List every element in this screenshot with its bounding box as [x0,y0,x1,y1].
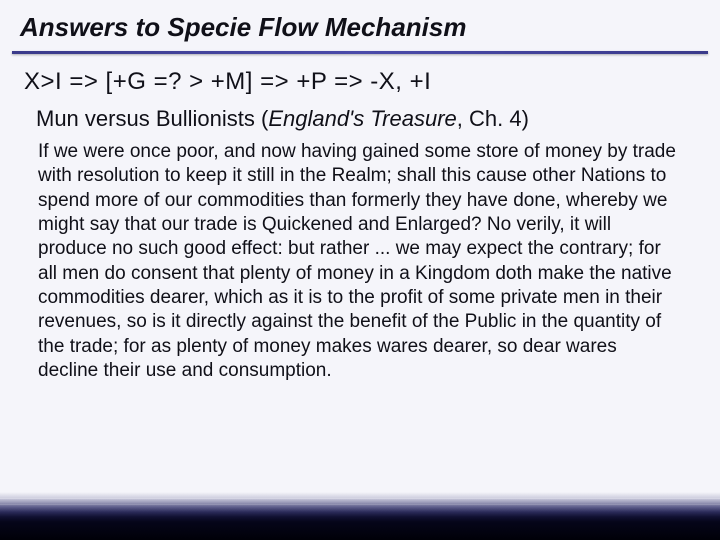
subtitle-suffix: , Ch. 4) [457,106,529,131]
slide-title: Answers to Specie Flow Mechanism [0,0,720,51]
slide-container: Answers to Specie Flow Mechanism X>I => … [0,0,720,540]
subtitle-line: Mun versus Bullionists (England's Treasu… [0,106,720,140]
subtitle-book-title: England's Treasure [268,106,456,131]
bottom-gradient-bar [0,492,720,540]
title-underline [12,51,708,54]
subtitle-prefix: Mun versus Bullionists ( [36,106,268,131]
body-paragraph: If we were once poor, and now having gai… [0,140,720,383]
formula-line: X>I => [+G =? > +M] => +P => -X, +I [0,68,720,106]
